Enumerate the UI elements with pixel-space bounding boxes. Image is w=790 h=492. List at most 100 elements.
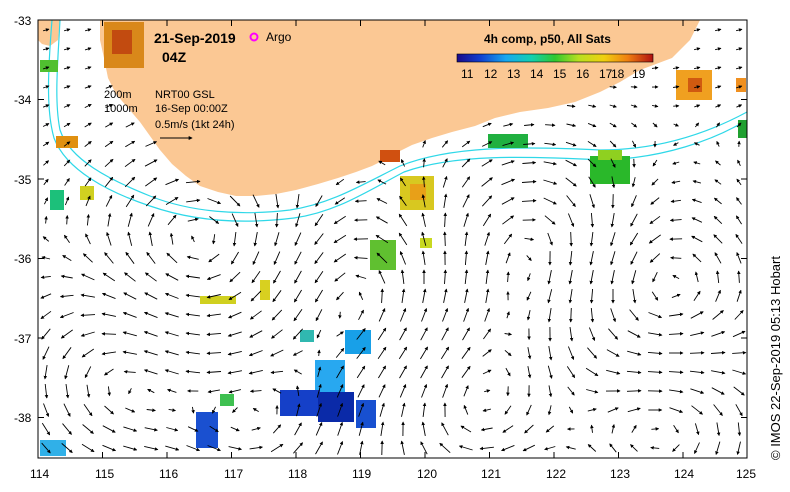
current-vector <box>64 178 70 186</box>
current-vector <box>147 213 155 227</box>
current-vector <box>735 28 743 32</box>
current-vector <box>356 328 366 340</box>
current-vector <box>651 291 659 301</box>
current-vector <box>124 272 136 282</box>
current-vector <box>333 234 347 244</box>
current-vector <box>631 270 637 285</box>
current-vector <box>672 275 680 279</box>
current-vector <box>585 367 599 377</box>
current-vector <box>693 142 700 146</box>
current-vector <box>589 270 594 285</box>
current-vector <box>652 159 658 167</box>
current-vector <box>565 445 576 450</box>
current-vector <box>611 424 616 434</box>
current-vector <box>548 385 553 398</box>
current-vector <box>399 250 407 265</box>
sst-patches <box>40 22 747 456</box>
current-vector <box>672 161 680 165</box>
current-vector <box>482 122 492 128</box>
current-vector <box>228 311 242 319</box>
current-vector <box>185 274 200 279</box>
current-vector <box>63 47 71 51</box>
current-vector <box>104 252 114 264</box>
current-vector <box>626 389 642 393</box>
current-vector <box>421 231 427 246</box>
current-vector <box>631 140 637 148</box>
current-vector <box>63 141 71 147</box>
current-vector <box>230 426 240 432</box>
current-vector <box>123 292 137 300</box>
current-vector <box>422 158 426 168</box>
colorbar-tick: 17 <box>599 67 613 81</box>
current-vector <box>463 385 469 397</box>
current-vector <box>400 269 405 284</box>
current-vector <box>105 103 113 109</box>
colorbar-tick: 13 <box>507 67 521 81</box>
current-vector <box>275 194 280 209</box>
current-vector <box>569 231 573 247</box>
current-vector <box>462 327 470 341</box>
current-vector <box>315 289 323 303</box>
current-vector <box>124 158 136 168</box>
current-vector <box>736 441 741 455</box>
current-vector <box>378 160 386 166</box>
current-vector <box>105 85 113 89</box>
land-west <box>38 20 60 46</box>
current-vector <box>733 386 745 396</box>
current-vector <box>608 328 618 340</box>
current-vector <box>732 330 746 338</box>
current-vector <box>669 407 684 413</box>
current-vector <box>207 198 222 205</box>
current-vector <box>169 232 174 245</box>
current-vector <box>523 141 536 146</box>
current-vector <box>375 216 388 224</box>
current-vector <box>713 404 723 416</box>
current-vector <box>84 66 92 70</box>
current-vector <box>420 365 428 379</box>
current-vector <box>335 347 345 358</box>
current-vector <box>481 159 493 167</box>
current-vector <box>42 66 50 70</box>
current-vector <box>315 309 323 322</box>
current-vector <box>544 446 556 451</box>
current-vector <box>669 312 684 317</box>
current-vector <box>648 332 663 337</box>
current-vector <box>610 213 615 228</box>
current-vector <box>710 350 726 355</box>
current-vector <box>64 196 70 206</box>
current-vector <box>314 252 324 265</box>
colorbar-ticks: 11 12 13 14 15 16 17 18 19 <box>461 67 646 81</box>
current-vector <box>377 179 387 185</box>
current-vector <box>565 159 577 167</box>
current-vector <box>63 66 71 70</box>
current-vector <box>86 214 91 226</box>
current-vector <box>547 365 553 379</box>
current-vector <box>334 272 346 282</box>
current-vector <box>334 197 346 205</box>
current-vector <box>610 270 615 285</box>
current-vector <box>295 385 300 397</box>
current-vector <box>694 271 699 283</box>
current-vector <box>716 140 720 147</box>
current-vector <box>83 404 93 417</box>
current-vector <box>526 310 531 321</box>
current-vector <box>464 269 469 285</box>
current-vector <box>442 307 449 322</box>
current-vector <box>716 422 721 437</box>
current-vector <box>123 426 138 432</box>
current-vector <box>380 421 385 436</box>
current-vector <box>186 445 201 452</box>
current-vector <box>647 351 663 356</box>
current-vector <box>101 351 116 356</box>
current-vector <box>60 274 73 279</box>
current-vector <box>589 251 594 266</box>
lat-axis: -33 -34 -35 -36 -37 -38 <box>14 14 32 425</box>
current-vector <box>482 349 492 357</box>
current-vector <box>209 216 220 224</box>
current-vector <box>652 104 659 108</box>
current-vector <box>43 197 49 205</box>
current-vector <box>737 159 741 167</box>
current-vector <box>122 331 137 337</box>
lon-label: 124 <box>674 467 694 481</box>
argo-legend-label: Argo <box>266 30 292 44</box>
